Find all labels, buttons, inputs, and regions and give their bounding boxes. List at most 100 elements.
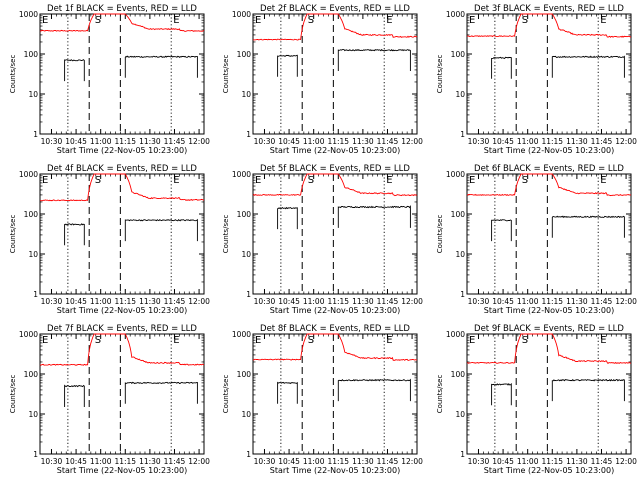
x-tick-label: 10:45 [492, 297, 514, 306]
y-tick-label: 100 [24, 370, 39, 379]
y-tick-label: 100 [237, 50, 252, 59]
detector-panel-1: Det 1f BLACK = Events, RED = LLD 1 10 100 10… [9, 4, 210, 155]
x-axis-label: Start Time (22-Nov-05 10:23:00) [57, 466, 187, 475]
x-tick-label: 10:45 [278, 137, 300, 146]
y-tick-label: 10 [241, 410, 251, 419]
x-tick-label: 12:00 [401, 297, 423, 306]
x-tick-label: 11:45 [164, 137, 186, 146]
events-series-line-pre-saa [491, 382, 512, 406]
x-tick-label: 11:45 [377, 297, 399, 306]
eclipse-start-marker: E [173, 175, 179, 186]
events-series-line-post-saa [551, 215, 625, 238]
lld-series-line [252, 173, 418, 197]
panel-title: Det 3f BLACK = Events, RED = LLD [474, 4, 624, 14]
lld-series-line [253, 333, 417, 361]
detector-panel-7: Det 7f BLACK = Events, RED = LLD 1 10 100 10… [9, 324, 210, 475]
saa-marker: S [522, 335, 528, 346]
eclipse-end-marker: E [469, 15, 475, 26]
y-tick-label: 1000 [232, 170, 251, 179]
eclipse-start-marker: E [600, 335, 606, 346]
y-tick-label: 100 [237, 370, 252, 379]
y-tick-label: 1 [246, 290, 251, 299]
y-tick-label: 10 [241, 90, 251, 99]
x-tick-label: 11:15 [541, 457, 563, 466]
x-tick-label: 10:30 [254, 457, 276, 466]
y-tick-label: 1000 [446, 330, 465, 339]
eclipse-start-marker: E [386, 335, 392, 346]
detector-panel-8: Det 8f BLACK = Events, RED = LLD 1 10 100 10… [222, 324, 423, 475]
x-tick-label: 10:30 [41, 137, 63, 146]
x-axis-label: Start Time (22-Nov-05 10:23:00) [270, 466, 400, 475]
panel-title: Det 9f BLACK = Events, RED = LLD [474, 324, 624, 334]
y-tick-label: 100 [451, 50, 466, 59]
x-tick-label: 11:00 [90, 457, 112, 466]
events-series-line-pre-saa [491, 56, 512, 79]
events-series-line-pre-saa [491, 219, 512, 242]
x-tick-label: 11:30 [566, 297, 588, 306]
x-tick-label: 12:00 [188, 457, 210, 466]
x-tick-label: 11:45 [164, 457, 186, 466]
events-series-line-pre-saa [277, 381, 298, 404]
y-tick-label: 1 [460, 290, 465, 299]
x-tick-label: 10:30 [254, 297, 276, 306]
x-tick-label: 12:00 [401, 457, 423, 466]
x-axis-label: Start Time (22-Nov-05 10:23:00) [270, 306, 400, 315]
y-tick-label: 1000 [19, 170, 38, 179]
y-tick-label: 1000 [19, 330, 38, 339]
x-tick-label: 11:30 [352, 137, 374, 146]
events-series-line-post-saa [337, 378, 411, 402]
events-series-line-post-saa [551, 55, 625, 78]
x-tick-label: 11:00 [517, 457, 539, 466]
panel-title: Det 6f BLACK = Events, RED = LLD [474, 164, 624, 174]
saa-marker: S [95, 15, 101, 26]
x-tick-label: 11:45 [164, 297, 186, 306]
lld-series-line [253, 13, 418, 41]
y-tick-label: 10 [241, 250, 251, 259]
detector-panel-2: Det 2f BLACK = Events, RED = LLD 1 10 100 10… [222, 4, 423, 155]
x-tick-label: 12:00 [188, 137, 210, 146]
eclipse-start-marker: E [600, 175, 606, 186]
x-tick-label: 10:30 [41, 297, 63, 306]
y-axis-label: Counts/sec [9, 375, 17, 414]
x-tick-label: 11:15 [327, 457, 349, 466]
events-series-line-pre-saa [277, 54, 298, 77]
lld-series-line [39, 13, 205, 32]
x-axis-label: Start Time (22-Nov-05 10:23:00) [484, 466, 614, 475]
x-tick-label: 11:45 [591, 137, 613, 146]
y-tick-label: 1 [246, 450, 251, 459]
detector-panel-9: Det 9f BLACK = Events, RED = LLD 1 10 100 10… [436, 324, 637, 475]
x-tick-label: 11:45 [377, 137, 399, 146]
detector-panel-3: Det 3f BLACK = Events, RED = LLD 1 10 100 10… [436, 4, 637, 155]
saa-marker: S [95, 175, 101, 186]
detector-panel-4: Det 4f BLACK = Events, RED = LLD 1 10 100 10… [9, 164, 210, 315]
eclipse-end-marker: E [42, 15, 48, 26]
x-tick-label: 11:30 [352, 457, 374, 466]
lld-series-line [466, 333, 632, 365]
y-tick-label: 1000 [446, 170, 465, 179]
x-tick-label: 10:45 [492, 137, 514, 146]
eclipse-end-marker: E [255, 15, 261, 26]
x-tick-label: 10:45 [278, 297, 300, 306]
y-tick-label: 1000 [232, 330, 251, 339]
y-tick-label: 10 [455, 250, 465, 259]
x-tick-label: 10:45 [492, 457, 514, 466]
x-tick-label: 11:00 [303, 457, 325, 466]
x-axis-label: Start Time (22-Nov-05 10:23:00) [270, 146, 400, 155]
x-tick-label: 11:15 [114, 457, 136, 466]
eclipse-start-marker: E [386, 175, 392, 186]
events-series-line-pre-saa [64, 59, 85, 82]
x-axis-label: Start Time (22-Nov-05 10:23:00) [57, 146, 187, 155]
events-series-line-post-saa [124, 218, 198, 242]
x-tick-label: 11:15 [327, 297, 349, 306]
y-tick-label: 1 [33, 130, 38, 139]
y-axis-label: Counts/sec [436, 375, 444, 414]
x-tick-label: 12:00 [615, 137, 637, 146]
y-axis-label: Counts/sec [222, 215, 230, 254]
x-tick-label: 10:30 [41, 457, 63, 466]
panel-title: Det 2f BLACK = Events, RED = LLD [260, 4, 410, 14]
panel-title: Det 5f BLACK = Events, RED = LLD [260, 164, 410, 174]
eclipse-end-marker: E [469, 335, 475, 346]
events-series-line-pre-saa [64, 384, 85, 407]
lld-series-line [40, 173, 205, 202]
plot-frame [252, 173, 418, 295]
